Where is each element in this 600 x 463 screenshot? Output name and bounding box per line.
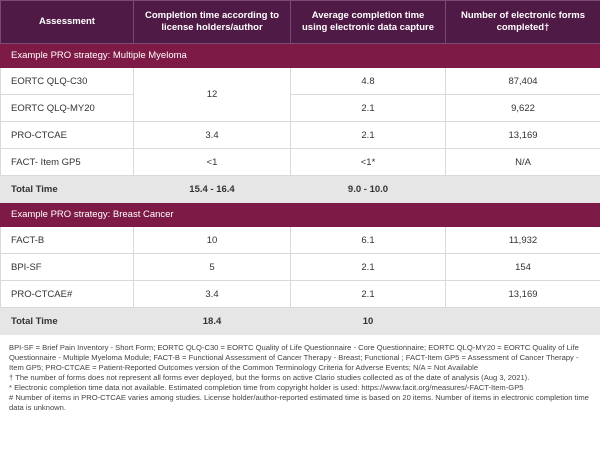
cell: 10 (290, 307, 446, 335)
cell: 2.1 (290, 121, 446, 149)
cell (445, 175, 600, 203)
cell: FACT- Item GP5 (0, 148, 134, 176)
section-row: Example PRO strategy: Breast Cancer (0, 202, 600, 227)
footnote: † The number of forms does not represent… (9, 373, 530, 382)
row: BPI-SF 5 2.1 154 (0, 253, 600, 281)
section-title: Example PRO strategy: Multiple Myeloma (0, 43, 600, 68)
cell: PRO-CTCAE (0, 121, 134, 149)
header-cell: Number of electronic forms completed† (445, 0, 600, 44)
cell: EORTC QLQ-C30 (0, 67, 134, 95)
cell: 2.1 (290, 94, 446, 122)
row: PRO-CTCAE# 3.4 2.1 13,169 (0, 280, 600, 308)
cell: 13,169 (445, 121, 600, 149)
cell: 3.4 (133, 280, 291, 308)
header-cell: Average completion time using electronic… (290, 0, 446, 44)
footnote: BPI-SF = Brief Pain Inventory - Short Fo… (9, 343, 579, 372)
footnote: * Electronic completion time data not av… (9, 383, 524, 392)
row: EORTC QLQ-C30 12 4.8 87,404 (0, 67, 600, 122)
row: FACT- Item GP5 <1 <1* N/A (0, 148, 600, 176)
header-cell: Completion time according to license hol… (133, 0, 291, 44)
cell: 11,932 (445, 226, 600, 254)
cell: Total Time (0, 175, 134, 203)
cell: 12 (133, 67, 291, 122)
cell: 6.1 (290, 226, 446, 254)
cell: <1 (133, 148, 291, 176)
cell: Total Time (0, 307, 134, 335)
data-table: Assessment Completion time according to … (0, 0, 600, 335)
row: PRO-CTCAE 3.4 2.1 13,169 (0, 121, 600, 149)
cell: 2.1 (290, 253, 446, 281)
table-body: Example PRO strategy: Multiple Myeloma E… (0, 43, 600, 335)
cell: 9.0 - 10.0 (290, 175, 446, 203)
cell: 4.8 (290, 67, 446, 95)
footnote: # Number of items in PRO-CTCAE varies am… (9, 393, 589, 412)
row: FACT-B 10 6.1 11,932 (0, 226, 600, 254)
cell: PRO-CTCAE# (0, 280, 134, 308)
footnotes: BPI-SF = Brief Pain Inventory - Short Fo… (0, 335, 600, 413)
cell (445, 307, 600, 335)
total-row: Total Time 15.4 - 16.4 9.0 - 10.0 (0, 175, 600, 203)
cell: 13,169 (445, 280, 600, 308)
cell: 10 (133, 226, 291, 254)
cell: 2.1 (290, 280, 446, 308)
cell: 9,622 (445, 94, 600, 122)
header-cell: Assessment (0, 0, 134, 44)
section-row: Example PRO strategy: Multiple Myeloma (0, 43, 600, 68)
cell: FACT-B (0, 226, 134, 254)
cell: 5 (133, 253, 291, 281)
cell: BPI-SF (0, 253, 134, 281)
cell: EORTC QLQ-MY20 (0, 94, 134, 122)
cell: 154 (445, 253, 600, 281)
cell: N/A (445, 148, 600, 176)
table-head: Assessment Completion time according to … (0, 0, 600, 44)
header-row: Assessment Completion time according to … (0, 0, 600, 44)
cell: <1* (290, 148, 446, 176)
row: EORTC QLQ-MY20 2.1 9,622 (0, 94, 600, 122)
cell: 15.4 - 16.4 (133, 175, 291, 203)
cell: 87,404 (445, 67, 600, 95)
total-row: Total Time 18.4 10 (0, 307, 600, 335)
section-title: Example PRO strategy: Breast Cancer (0, 202, 600, 227)
cell: 3.4 (133, 121, 291, 149)
cell: 18.4 (133, 307, 291, 335)
